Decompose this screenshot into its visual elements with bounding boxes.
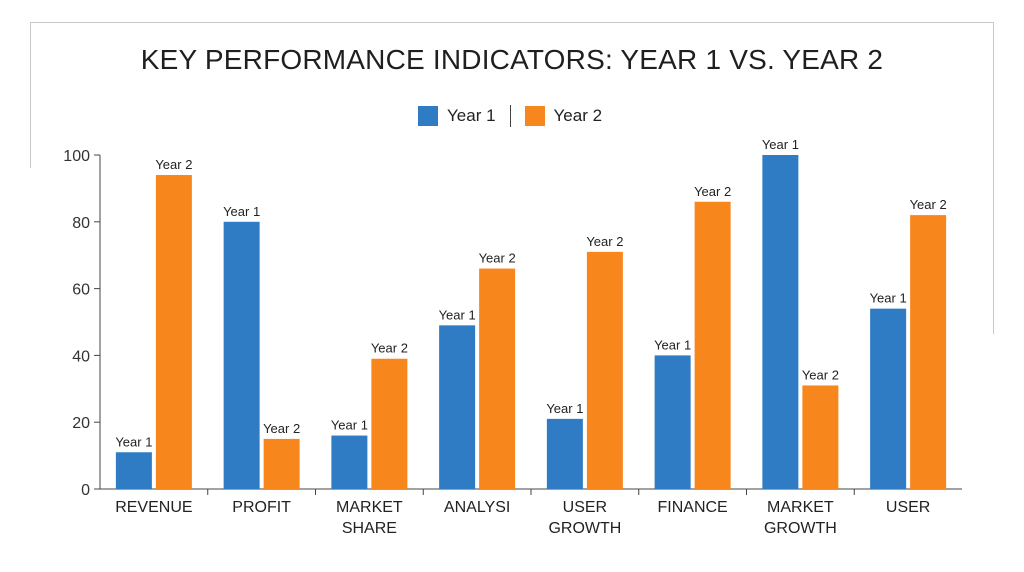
- data-label: Year 1: [870, 291, 907, 306]
- bar-year-1: [762, 155, 799, 489]
- legend-separator: [509, 105, 511, 127]
- x-tick-label: PROFIT: [232, 499, 291, 516]
- y-tick-label: 40: [72, 348, 90, 365]
- data-label: Year 2: [479, 251, 516, 266]
- bar-year-1: [870, 308, 907, 489]
- x-tick-label: REVENUE: [115, 499, 192, 516]
- bar-year-1: [439, 325, 476, 489]
- x-tick-label: USER: [563, 499, 607, 516]
- bar-year-2: [263, 438, 300, 489]
- legend-item-year-1: Year 1: [418, 106, 496, 126]
- bar-year-2: [479, 268, 516, 489]
- frame-mask: [29, 168, 32, 338]
- x-tick-label: ANALYSI: [444, 499, 510, 516]
- y-tick-label: 100: [63, 148, 90, 165]
- x-tick-label: FINANCE: [658, 499, 728, 516]
- legend-item-year-2: Year 2: [524, 106, 603, 126]
- legend: Year 1 Year 2: [418, 103, 602, 129]
- data-label: Year 1: [654, 337, 691, 352]
- bar-year-2: [694, 201, 731, 489]
- chart-title: KEY PERFORMANCE INDICATORS: YEAR 1 VS. Y…: [140, 44, 884, 75]
- data-label: Year 2: [371, 341, 408, 356]
- bar-year-1: [115, 452, 152, 489]
- data-label: Year 1: [546, 401, 583, 416]
- bar-year-1: [223, 221, 260, 490]
- x-tick-label: MARKET: [767, 499, 834, 516]
- bar-year-1: [331, 435, 368, 489]
- data-label: Year 1: [223, 204, 260, 219]
- bar-year-2: [155, 175, 192, 490]
- legend-label-year-1: Year 1: [447, 106, 496, 125]
- x-tick-label: GROWTH: [548, 520, 621, 537]
- y-tick-label: 80: [72, 215, 90, 232]
- data-label: Year 2: [155, 157, 192, 172]
- bar-year-2: [802, 385, 839, 489]
- bar-year-2: [371, 358, 408, 489]
- data-label: Year 1: [439, 307, 476, 322]
- bar-year-2: [910, 215, 947, 489]
- bar-year-1: [546, 418, 583, 489]
- y-tick-label: 0: [81, 482, 90, 499]
- data-label: Year 2: [802, 367, 839, 382]
- legend-swatch-year-1: [418, 106, 438, 126]
- x-tick-label: MARKET: [336, 499, 403, 516]
- legend-swatch-year-2: [524, 106, 545, 126]
- data-label: Year 1: [331, 418, 368, 433]
- bar-year-1: [654, 355, 691, 489]
- legend-label-year-2: Year 2: [553, 106, 603, 125]
- data-label: Year 2: [263, 421, 300, 436]
- data-label: Year 1: [762, 137, 799, 152]
- data-label: Year 2: [586, 234, 623, 249]
- y-tick-label: 20: [72, 415, 90, 432]
- y-tick-label: 60: [72, 282, 90, 299]
- x-tick-label: GROWTH: [764, 520, 837, 537]
- data-label: Year 2: [694, 184, 731, 199]
- data-label: Year 1: [115, 434, 152, 449]
- x-tick-label: SHARE: [342, 520, 397, 537]
- data-label: Year 2: [910, 197, 947, 212]
- x-tick-label: USER: [886, 499, 930, 516]
- bar-year-2: [586, 251, 623, 489]
